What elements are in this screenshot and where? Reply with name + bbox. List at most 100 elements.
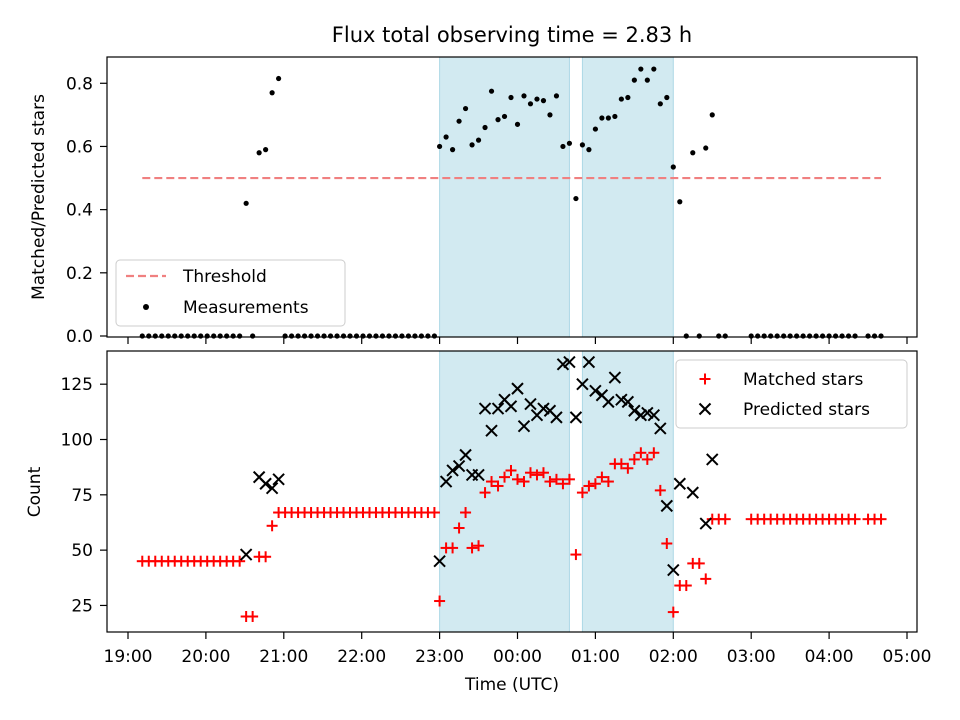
matched-star-point (661, 537, 673, 549)
matched-star-point (583, 480, 595, 492)
measurement-point (534, 96, 540, 102)
bottom-x-axis: 19:00 20:00 21:00 22:00 23:00 00:00 01:00 02:00… (104, 632, 932, 667)
measurement-point (800, 333, 806, 339)
measurement-point (301, 333, 308, 339)
matched-star-point (635, 447, 647, 459)
matched-star-point (570, 549, 582, 561)
matched-star-point (518, 476, 530, 488)
measurement-point (443, 134, 449, 140)
matched-star-point (693, 557, 705, 569)
measurement-point (540, 98, 547, 104)
measurement-point (269, 90, 275, 96)
measurement-point (412, 333, 418, 339)
measurement-point (618, 96, 624, 102)
top-y-tick-label: 0.6 (66, 137, 93, 157)
measurement-point (664, 94, 670, 101)
predicted-star-point (259, 477, 272, 490)
bottom-y-tick-label: 100 (61, 431, 93, 451)
measurement-point (425, 333, 431, 339)
legend-predicted-label: Predicted stars (743, 400, 870, 420)
measurement-point (787, 333, 793, 339)
measurement-point (327, 333, 334, 339)
measurement-point (677, 199, 683, 205)
measurement-point (508, 94, 514, 101)
measurement-point (807, 333, 813, 339)
predicted-star-point (439, 475, 453, 488)
matched-star-point (849, 513, 861, 525)
predicted-star-point (569, 411, 583, 424)
measurement-point (495, 117, 501, 123)
measurement-point (625, 94, 631, 101)
matched-star-point (615, 458, 627, 470)
predicted-star-point (472, 468, 485, 482)
measurement-point (191, 333, 197, 339)
bottom-y-axis: 25 50 75 100 125 (61, 375, 107, 616)
measurement-point (573, 195, 579, 202)
measurement-point (865, 333, 871, 339)
matched-star-point (622, 462, 634, 474)
bottom-shaded-intervals (439, 350, 674, 633)
measurement-point (813, 333, 819, 339)
measurement-point (353, 333, 360, 339)
top-y-axis-label: Matched/Predicted stars (29, 94, 49, 300)
measurement-point (638, 66, 644, 72)
measurement-point (373, 333, 379, 339)
matched-star-point (466, 542, 478, 554)
measurement-point (198, 333, 204, 339)
matched-star-point (447, 542, 459, 554)
measurement-point (146, 333, 152, 339)
bottom-y-axis-label: Count (25, 466, 45, 517)
matched-star-point (247, 611, 259, 623)
predicted-star-point (660, 499, 674, 513)
legend-measurements-label: Measurements (183, 298, 309, 318)
measurement-point (230, 333, 236, 339)
predicted-star-point (272, 473, 285, 486)
measurement-point (670, 164, 676, 170)
matched-star-point (453, 522, 465, 534)
measurement-point (716, 333, 722, 339)
matched-star-point (576, 487, 588, 499)
predicted-star-point (452, 459, 466, 473)
top-plot-frame (106, 56, 918, 338)
predicted-star-point (608, 371, 622, 384)
top-y-tick-label: 0.0 (66, 327, 93, 347)
measurement-point (172, 333, 178, 339)
matched-star-point (260, 551, 272, 563)
measurement-point (514, 121, 521, 127)
predicted-star-point (504, 400, 518, 413)
measurement-point (696, 333, 702, 339)
measurement-point (560, 143, 566, 150)
measurement-point (774, 333, 780, 339)
measurement-point (386, 333, 392, 339)
measurement-point (431, 333, 438, 339)
predicted-star-point (667, 563, 680, 577)
measurement-point (392, 333, 399, 339)
matched-star-point (680, 580, 692, 592)
measurement-point (768, 333, 774, 339)
legend-predicted-swatch (698, 402, 712, 416)
matched-star-point (648, 447, 660, 459)
matched-star-point (266, 520, 278, 532)
predicted-star-point (239, 548, 253, 561)
matched-star-point (499, 471, 511, 483)
bottom-y-tick-label: 75 (71, 486, 93, 506)
predicted-star-point (459, 448, 472, 462)
bottom-legend-box (675, 359, 908, 429)
top-y-axis: 0.0 0.2 0.4 0.6 0.8 (66, 74, 107, 347)
measurement-point (631, 77, 637, 83)
matched-star-point (596, 471, 608, 483)
predicted-star-point (433, 554, 446, 568)
matched-star-point (875, 513, 887, 525)
matched-star-point (700, 573, 712, 585)
measurement-point (288, 333, 295, 339)
legend-matched-swatch (699, 373, 711, 385)
measurement-point (586, 147, 592, 153)
x-tick-label: 04:00 (805, 647, 854, 667)
measurement-point (211, 333, 217, 339)
bottom-points (136, 355, 887, 623)
predicted-star-point (550, 411, 563, 424)
measurement-point (449, 147, 456, 153)
bottom-legend: Matched stars Predicted stars (675, 359, 908, 429)
measurement-point (456, 118, 462, 124)
predicted-star-point (491, 402, 505, 415)
